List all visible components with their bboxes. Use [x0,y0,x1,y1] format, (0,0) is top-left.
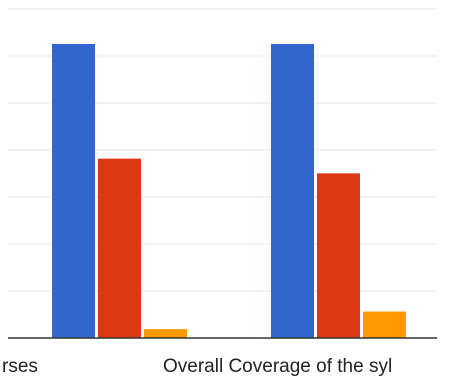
bar [144,329,187,338]
bar [317,173,360,338]
bar [363,311,406,338]
bar [98,158,141,338]
x-tick-label: rses [2,356,38,377]
x-tick-labels: rses Overall Coverage of the syl [2,356,392,377]
x-tick-label: Overall Coverage of the syl [163,356,392,377]
bars [52,44,406,338]
bar [52,44,95,338]
bar [271,44,314,338]
